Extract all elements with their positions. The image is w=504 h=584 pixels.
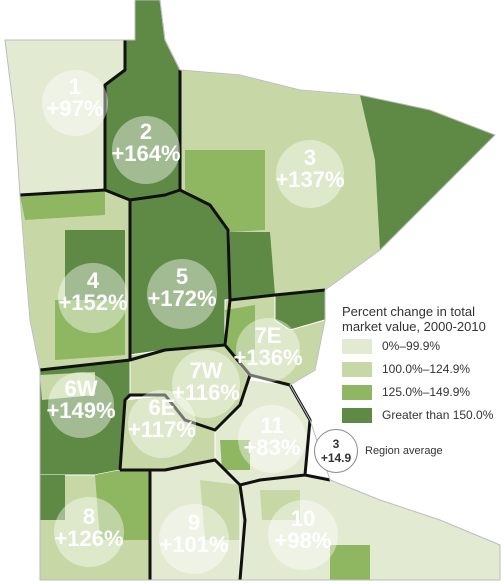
region-4-number: 4 (86, 268, 100, 293)
region-5-bubble (147, 259, 217, 329)
region-11-number: 11 (260, 413, 284, 438)
region-5-number: 5 (175, 264, 189, 289)
region-10-label: 10 +98% (264, 508, 342, 552)
region-7e-label: 7E +136% (230, 325, 306, 369)
legend-title-line1: Percent change in total (342, 304, 475, 319)
region-boundaries (19, 40, 331, 581)
region-6e-label: 6E +117% (120, 397, 204, 441)
region-3-south-dark (230, 232, 275, 300)
region-8-dark (40, 475, 65, 520)
region-7w-number: 7W (189, 358, 223, 383)
legend-swatch-2 (342, 362, 372, 377)
region-5-percent: +172% (147, 286, 217, 311)
region-4-percent: +152% (58, 290, 128, 315)
region-9-percent: +101% (159, 532, 229, 557)
region-8-number: 8 (82, 504, 96, 529)
region-average-label: Region average (365, 445, 443, 457)
region-2-bubble (112, 116, 180, 184)
region-2-percent: +164% (111, 141, 181, 166)
region-3-dark-north (360, 95, 495, 250)
region-7w-label: 7W +116% (166, 360, 246, 404)
region-11-bubble (238, 405, 306, 473)
region-average-sample-circle: 3 +14.9 (314, 429, 358, 473)
region-7w-bubble (172, 350, 240, 418)
region-6e-number: 6E (148, 395, 176, 420)
region-3-number: 3 (303, 145, 317, 170)
region-9-label: 9 +101% (152, 512, 236, 556)
region-6w-percent: +149% (46, 398, 116, 423)
region-2-number: 2 (139, 119, 153, 144)
legend: Percent change in total market value, 20… (342, 304, 502, 423)
region-6e-percent: +117% (128, 417, 196, 442)
region-1-bubble (42, 70, 108, 136)
region-9-mid (200, 480, 242, 540)
legend-label-1: 0%–99.9% (382, 339, 441, 353)
legend-label-3: 125.0%–149.9% (382, 385, 471, 399)
region-8-mid (95, 470, 150, 540)
region-7e-number: 7E (254, 323, 282, 348)
legend-swatch-3 (342, 385, 372, 400)
region-6w-number: 6W (64, 376, 98, 401)
region-8-percent: +126% (54, 526, 124, 551)
average-sample-number: 3 (332, 437, 340, 451)
region-6w-label: 6W +149% (42, 378, 120, 422)
region-4-bubble (58, 263, 128, 333)
region-3-bubble (276, 140, 344, 208)
legend-swatch-4 (342, 408, 372, 423)
region-4-label: 4 +152% (52, 270, 134, 314)
region-1-label: 1 +97% (40, 76, 110, 120)
region-3-label: 3 +137% (270, 147, 350, 191)
region-4-dark (65, 230, 125, 300)
region-3-percent: +137% (275, 167, 345, 192)
region-8-bubble (54, 497, 124, 567)
region-5-label: 5 +172% (142, 266, 222, 310)
region-11-percent: +83% (243, 435, 301, 460)
legend-title-line2: market value, 2000-2010 (342, 319, 486, 334)
region-7e-mid (225, 305, 255, 360)
region-7w-percent: +116% (172, 380, 240, 405)
legend-swatch-1 (342, 339, 372, 354)
region-3-mid (185, 150, 265, 232)
region-7e-bubble (236, 318, 300, 382)
region-1-percent: +97% (46, 96, 104, 121)
region-11-mid (220, 440, 250, 470)
region-4-mid (20, 190, 105, 220)
average-sample-value: +14.9 (320, 451, 352, 465)
region-10-mid (330, 545, 370, 580)
state-outline (4, 0, 501, 581)
region-1-number: 1 (68, 74, 82, 99)
legend-label-4: Greater than 150.0% (382, 408, 494, 422)
region-6w-bubble (48, 372, 114, 438)
region-10-percent: +98% (274, 528, 332, 553)
legend-title: Percent change in total market value, 20… (342, 304, 502, 334)
region-4-mid2 (55, 300, 125, 360)
region-3-se-dark (275, 290, 325, 330)
region-9-bubble (159, 504, 229, 574)
region-8-label: 8 +126% (48, 506, 130, 550)
legend-label-2: 100.0%–124.9% (382, 362, 471, 376)
region-10-light (260, 490, 300, 520)
region-7e-percent: +136% (233, 345, 303, 370)
region-6w-light (40, 372, 95, 400)
region-10-number: 10 (290, 506, 316, 531)
region-2-label: 2 +164% (108, 121, 184, 165)
region-9-number: 9 (187, 510, 201, 535)
region-6e-bubble (128, 390, 196, 458)
region-11-label: 11 +83% (236, 415, 308, 459)
region-10-bubble (268, 500, 338, 570)
